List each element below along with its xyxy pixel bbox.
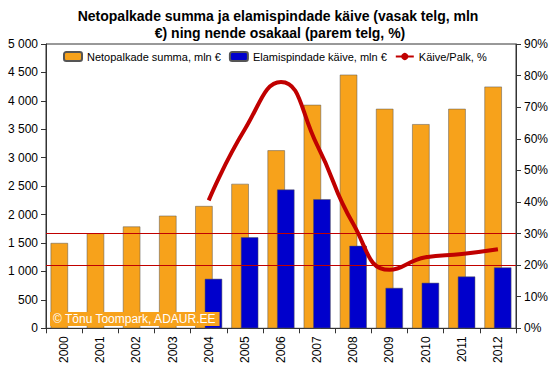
svg-text:60%: 60% (524, 132, 548, 146)
svg-text:4 500: 4 500 (8, 65, 38, 79)
svg-text:2010: 2010 (419, 336, 433, 363)
svg-text:30%: 30% (524, 227, 548, 241)
svg-text:40%: 40% (524, 195, 548, 209)
svg-text:Elamispindade käive, mln €: Elamispindade käive, mln € (253, 51, 387, 63)
svg-text:2000: 2000 (57, 336, 71, 363)
svg-text:4 000: 4 000 (8, 94, 38, 108)
svg-text:1 000: 1 000 (8, 264, 38, 278)
svg-text:2 000: 2 000 (8, 208, 38, 222)
svg-text:80%: 80% (524, 69, 548, 83)
svg-text:2012: 2012 (491, 336, 505, 363)
svg-text:© Tõnu Toompark, ADAUR.EE: © Tõnu Toompark, ADAUR.EE (53, 312, 215, 326)
svg-text:2001: 2001 (93, 336, 107, 363)
svg-text:5 000: 5 000 (8, 37, 38, 51)
svg-text:Netopalkade summa ja elamispin: Netopalkade summa ja elamispindade käive… (78, 8, 483, 24)
svg-text:0: 0 (31, 321, 38, 335)
svg-text:2005: 2005 (238, 336, 252, 363)
svg-text:20%: 20% (524, 258, 548, 272)
svg-text:1 500: 1 500 (8, 236, 38, 250)
svg-text:3 500: 3 500 (8, 122, 38, 136)
svg-text:10%: 10% (524, 290, 548, 304)
svg-text:Käive/Palk, %: Käive/Palk, % (419, 51, 487, 63)
svg-text:2002: 2002 (129, 336, 143, 363)
svg-text:2011: 2011 (455, 336, 469, 362)
svg-text:Netopalkade summa, mln €: Netopalkade summa, mln € (87, 51, 221, 63)
svg-text:2007: 2007 (310, 336, 324, 363)
svg-text:3 000: 3 000 (8, 151, 38, 165)
svg-text:0%: 0% (524, 321, 542, 335)
svg-text:90%: 90% (524, 37, 548, 51)
svg-text:500: 500 (18, 293, 38, 307)
svg-text:2 500: 2 500 (8, 179, 38, 193)
svg-text:50%: 50% (524, 163, 548, 177)
svg-text:2008: 2008 (346, 336, 360, 363)
svg-text:2009: 2009 (382, 336, 396, 363)
svg-text:70%: 70% (524, 100, 548, 114)
svg-text:€) ning nende osakaal (parem t: €) ning nende osakaal (parem telg, %) (155, 25, 406, 41)
svg-text:2004: 2004 (202, 336, 216, 363)
svg-text:2003: 2003 (166, 336, 180, 363)
svg-text:2006: 2006 (274, 336, 288, 363)
